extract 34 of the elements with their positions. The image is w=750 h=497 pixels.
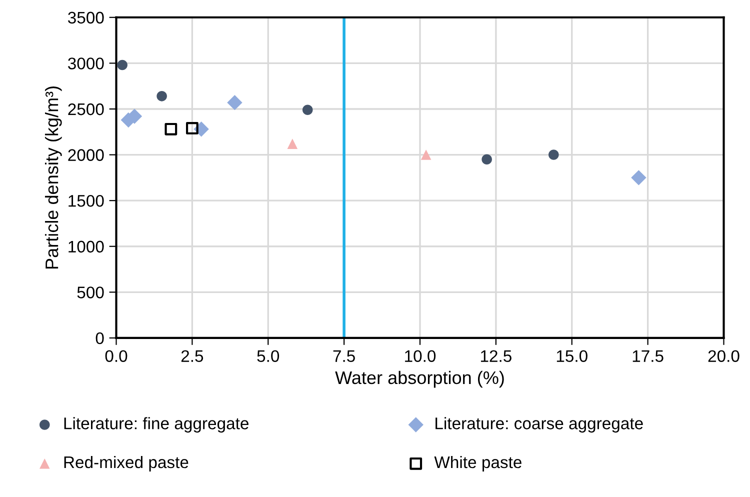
x-tick-label: 17.5 [632, 350, 664, 362]
y-tick-label: 3500 [68, 12, 104, 24]
x-tick-label: 5.0 [257, 350, 280, 362]
x-tick-label: 0.0 [105, 350, 128, 362]
y-tick-label: 3000 [68, 58, 104, 70]
legend-label: White paste [434, 456, 522, 472]
point [117, 60, 128, 70]
point [482, 154, 492, 165]
point [227, 94, 242, 110]
point [287, 138, 298, 149]
y-tick-label: 500 [77, 286, 104, 298]
point [164, 122, 178, 136]
point [156, 91, 167, 102]
legend-label: Literature: fine aggregate [64, 417, 248, 433]
y-tick-label: 1000 [68, 240, 104, 253]
legend-label: Red-mixed paste [64, 456, 188, 472]
x-tick-label: 2.5 [181, 350, 204, 362]
x-axis-title: Water absorption (%) [335, 370, 504, 388]
y-tick-label: 2500 [68, 103, 104, 116]
y-tick-label: 2000 [68, 149, 104, 161]
y-tick-label: 1500 [68, 194, 104, 207]
x-tick-label: 15.0 [556, 350, 588, 362]
point [420, 150, 432, 160]
point [302, 104, 313, 116]
point [631, 170, 646, 186]
point [548, 150, 559, 160]
y-tick-label: 0 [96, 332, 104, 344]
y-axis-title: Particle density (kg/m³) [44, 86, 62, 268]
x-tick-label: 20.0 [708, 350, 740, 362]
legend-label: Literature: coarse aggregate [436, 417, 643, 433]
point [186, 122, 198, 134]
x-tick-label: 7.5 [333, 350, 355, 362]
x-tick-label: 10.0 [405, 350, 436, 362]
x-tick-label: 12.5 [480, 350, 512, 362]
